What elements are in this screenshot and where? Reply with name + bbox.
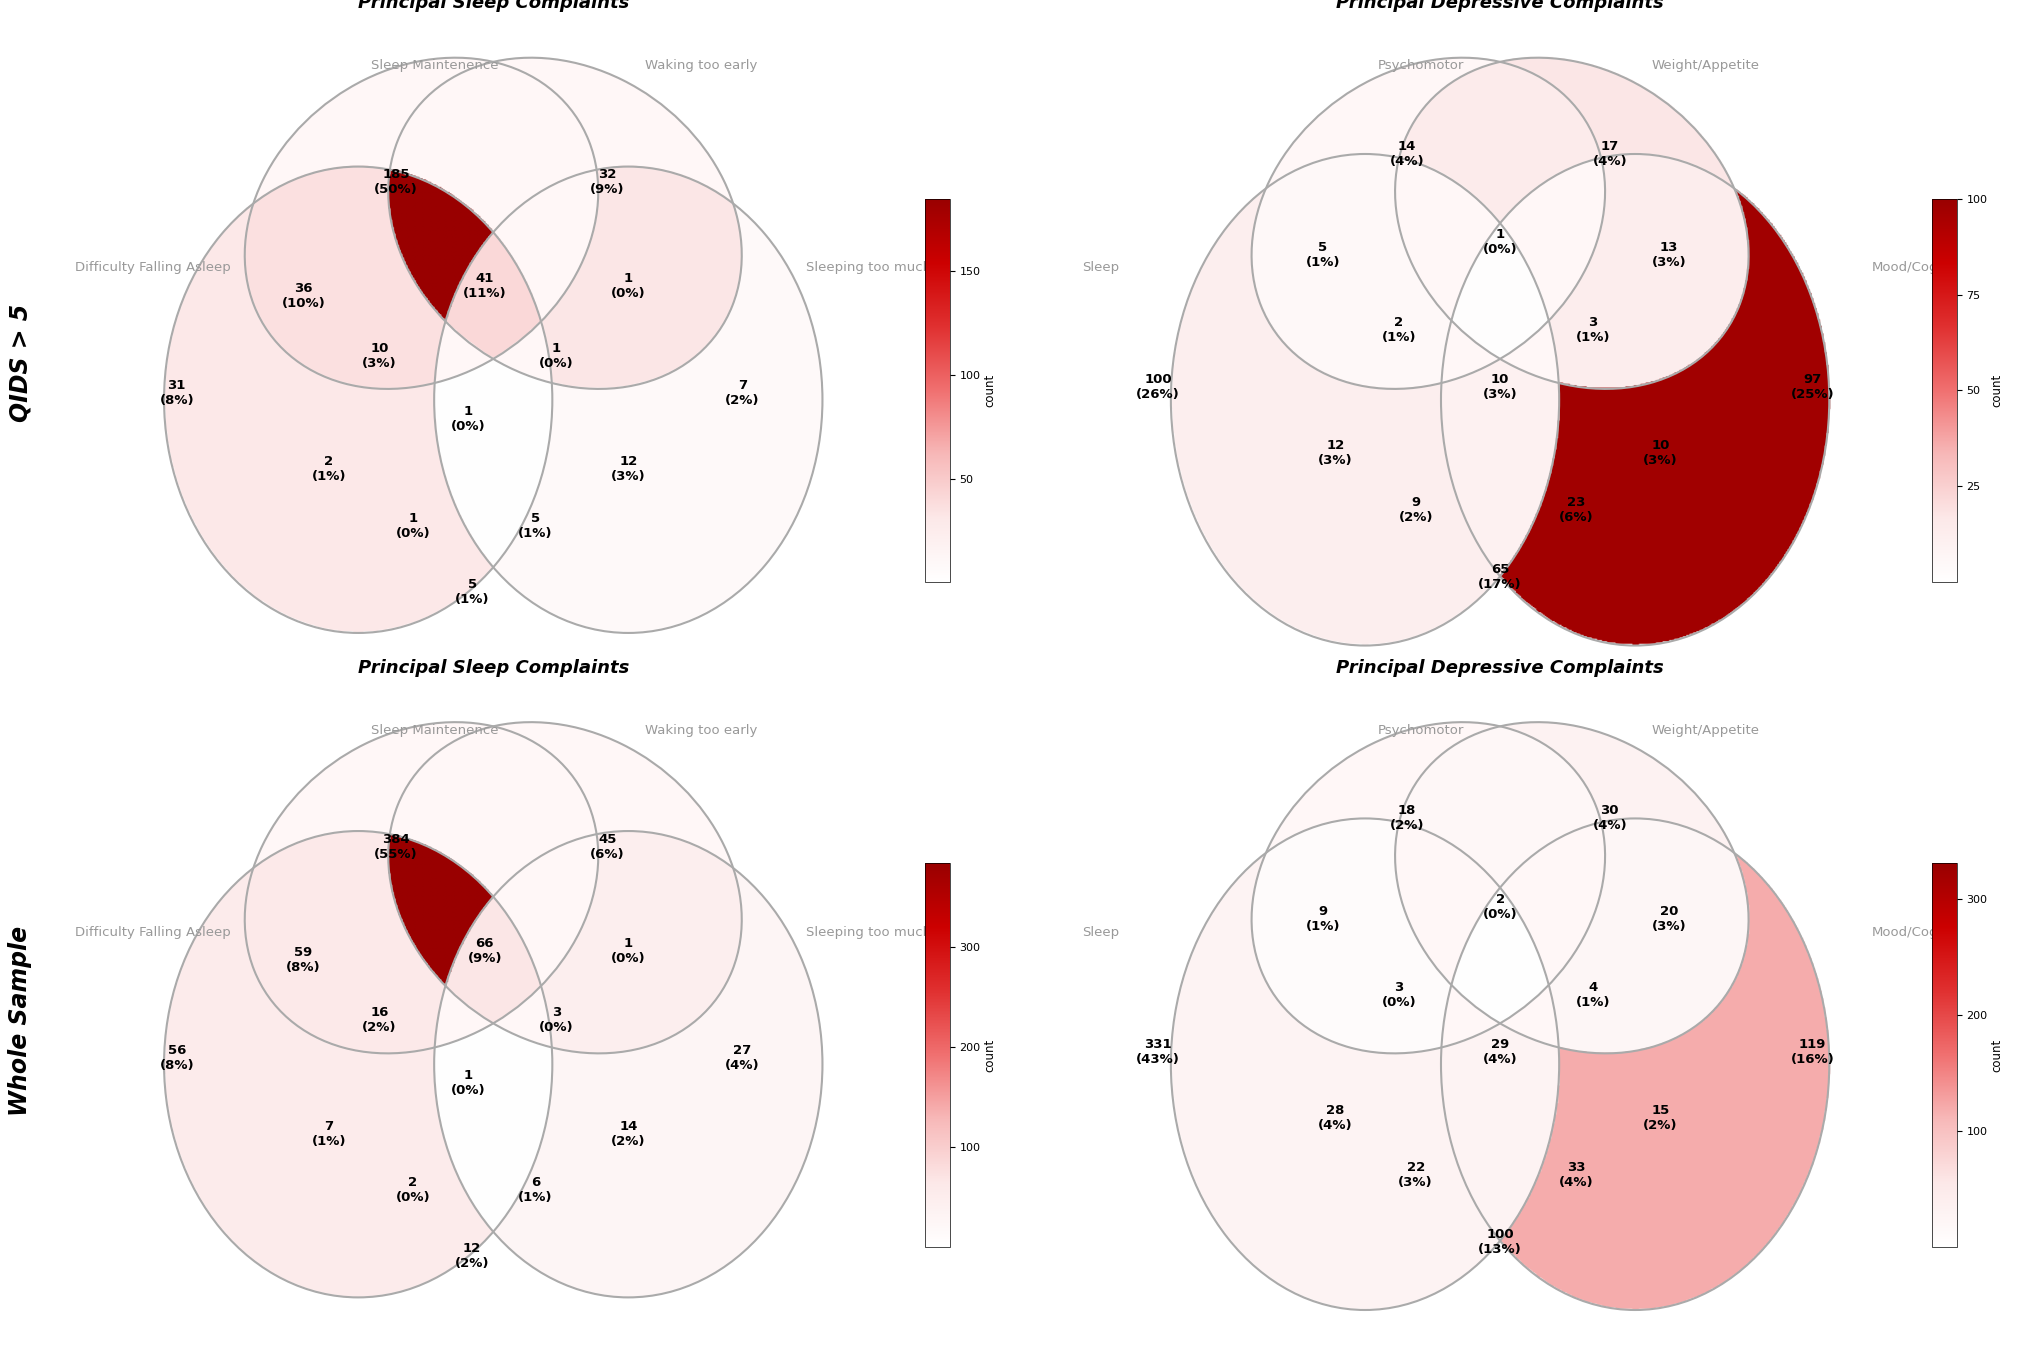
Text: 10
(3%): 10 (3%) <box>1483 373 1517 401</box>
Text: Sleep: Sleep <box>1082 926 1119 938</box>
Text: 22
(3%): 22 (3%) <box>1397 1160 1434 1189</box>
Text: 6
(1%): 6 (1%) <box>519 1177 553 1204</box>
Text: 1
(0%): 1 (0%) <box>1483 229 1517 256</box>
Text: 1
(0%): 1 (0%) <box>452 1069 486 1097</box>
Text: Weight/Appetite: Weight/Appetite <box>1652 723 1759 737</box>
Text: 5
(1%): 5 (1%) <box>456 578 490 606</box>
Text: 31
(8%): 31 (8%) <box>159 379 193 407</box>
Text: 100
(13%): 100 (13%) <box>1479 1228 1521 1256</box>
Y-axis label: count: count <box>982 374 997 407</box>
Text: 30
(4%): 30 (4%) <box>1593 804 1627 833</box>
Text: Sleep Maintenence: Sleep Maintenence <box>370 723 498 737</box>
Text: 18
(2%): 18 (2%) <box>1389 804 1424 833</box>
Text: 12
(2%): 12 (2%) <box>456 1243 490 1270</box>
Text: 20
(3%): 20 (3%) <box>1652 906 1686 933</box>
Text: 100
(26%): 100 (26%) <box>1137 373 1180 401</box>
Text: 29
(4%): 29 (4%) <box>1483 1037 1517 1066</box>
Text: 15
(2%): 15 (2%) <box>1643 1104 1678 1132</box>
Text: 119
(16%): 119 (16%) <box>1790 1037 1835 1066</box>
Text: Psychomotor: Psychomotor <box>1377 723 1464 737</box>
Text: 66
(9%): 66 (9%) <box>468 937 502 964</box>
Text: 3
(0%): 3 (0%) <box>1381 981 1416 1008</box>
Text: 2
(0%): 2 (0%) <box>397 1177 431 1204</box>
Text: 4
(1%): 4 (1%) <box>1576 981 1611 1008</box>
Text: 2
(0%): 2 (0%) <box>1483 893 1517 921</box>
Text: 56
(8%): 56 (8%) <box>159 1044 193 1071</box>
Text: 28
(4%): 28 (4%) <box>1318 1104 1353 1132</box>
Text: Weight/Appetite: Weight/Appetite <box>1652 59 1759 73</box>
Text: Waking too early: Waking too early <box>645 59 757 73</box>
Text: 2
(1%): 2 (1%) <box>1381 316 1416 344</box>
Text: 33
(4%): 33 (4%) <box>1558 1160 1593 1189</box>
Text: 12
(3%): 12 (3%) <box>1318 440 1353 467</box>
Text: 5
(1%): 5 (1%) <box>519 512 553 540</box>
Text: 3
(0%): 3 (0%) <box>539 1006 574 1034</box>
Text: Difficulty Falling Asleep: Difficulty Falling Asleep <box>75 926 232 938</box>
Y-axis label: count: count <box>1989 374 2003 407</box>
Text: Sleeping too much: Sleeping too much <box>805 926 932 938</box>
Y-axis label: count: count <box>1991 1038 2003 1071</box>
Text: 1
(0%): 1 (0%) <box>610 937 645 964</box>
Text: 45
(6%): 45 (6%) <box>590 833 624 860</box>
Text: 36
(10%): 36 (10%) <box>281 282 325 310</box>
Text: Whole Sample: Whole Sample <box>8 926 33 1115</box>
Text: 2
(1%): 2 (1%) <box>311 455 346 484</box>
Text: 5
(1%): 5 (1%) <box>1306 241 1340 269</box>
Text: 9
(2%): 9 (2%) <box>1399 496 1432 525</box>
Text: QIDS > 5: QIDS > 5 <box>8 304 33 422</box>
Text: Mood/Cogni: Mood/Cogni <box>1871 262 1951 274</box>
Text: 384
(55%): 384 (55%) <box>374 833 417 860</box>
Text: 10
(3%): 10 (3%) <box>362 341 397 370</box>
Text: Sleep Maintenence: Sleep Maintenence <box>370 59 498 73</box>
Text: Sleeping too much: Sleeping too much <box>805 262 932 274</box>
Text: 1
(0%): 1 (0%) <box>397 512 431 540</box>
Text: 65
(17%): 65 (17%) <box>1479 563 1521 592</box>
Text: 1
(0%): 1 (0%) <box>539 341 574 370</box>
Text: Principal Sleep Complaints: Principal Sleep Complaints <box>358 0 629 12</box>
Y-axis label: count: count <box>984 1038 997 1071</box>
Text: 23
(6%): 23 (6%) <box>1558 496 1593 525</box>
Text: 7
(1%): 7 (1%) <box>311 1119 346 1148</box>
Text: 16
(2%): 16 (2%) <box>362 1006 397 1034</box>
Text: Psychomotor: Psychomotor <box>1377 59 1464 73</box>
Text: Principal Sleep Complaints: Principal Sleep Complaints <box>358 659 629 677</box>
Text: 7
(2%): 7 (2%) <box>724 379 759 407</box>
Text: 185
(50%): 185 (50%) <box>374 169 419 196</box>
Text: 41
(11%): 41 (11%) <box>464 273 506 300</box>
Text: 9
(1%): 9 (1%) <box>1306 906 1340 933</box>
Text: 27
(4%): 27 (4%) <box>724 1044 759 1071</box>
Text: 10
(3%): 10 (3%) <box>1643 440 1678 467</box>
Text: Principal Depressive Complaints: Principal Depressive Complaints <box>1336 0 1664 12</box>
Text: Principal Depressive Complaints: Principal Depressive Complaints <box>1336 659 1664 677</box>
Text: 13
(3%): 13 (3%) <box>1652 241 1686 269</box>
Text: Difficulty Falling Asleep: Difficulty Falling Asleep <box>75 262 232 274</box>
Text: 1
(0%): 1 (0%) <box>452 404 486 433</box>
Text: 14
(2%): 14 (2%) <box>610 1119 645 1148</box>
Text: 1
(0%): 1 (0%) <box>610 273 645 300</box>
Text: 12
(3%): 12 (3%) <box>610 455 645 484</box>
Text: 14
(4%): 14 (4%) <box>1389 140 1424 169</box>
Text: 97
(25%): 97 (25%) <box>1790 373 1835 401</box>
Text: 17
(4%): 17 (4%) <box>1593 140 1627 169</box>
Text: 3
(1%): 3 (1%) <box>1576 316 1611 344</box>
Text: Waking too early: Waking too early <box>645 723 757 737</box>
Text: Sleep: Sleep <box>1082 262 1119 274</box>
Text: 331
(43%): 331 (43%) <box>1137 1037 1180 1066</box>
Text: Mood/Cogni: Mood/Cogni <box>1871 926 1951 938</box>
Text: 32
(9%): 32 (9%) <box>590 169 624 196</box>
Text: 59
(8%): 59 (8%) <box>287 947 321 974</box>
